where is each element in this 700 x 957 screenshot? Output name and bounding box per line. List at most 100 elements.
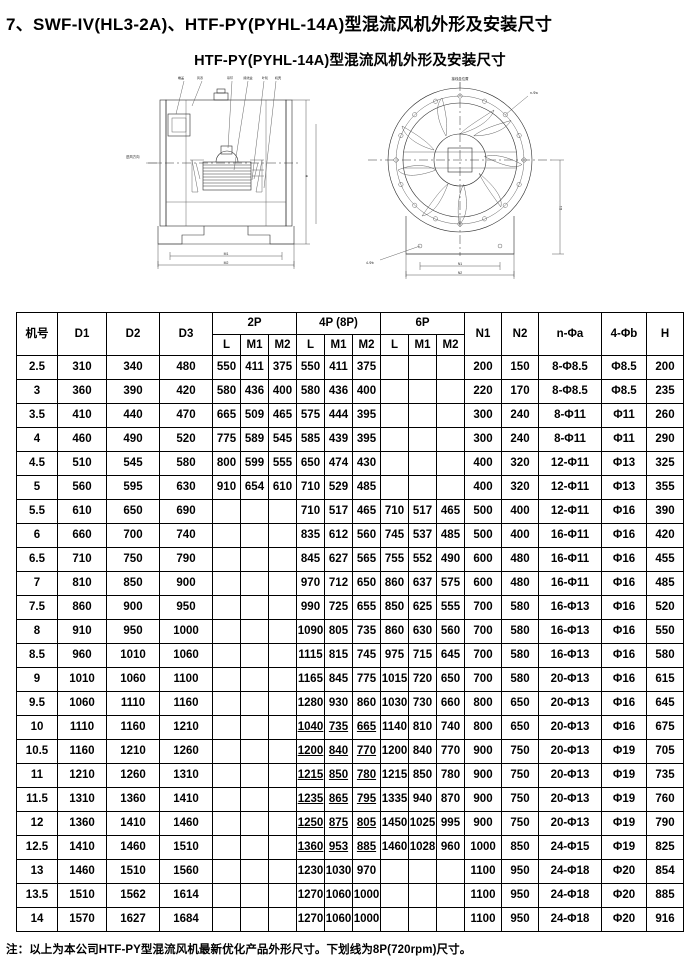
cell-d3: 790 <box>159 547 213 572</box>
col-2p-l: L <box>212 334 241 356</box>
cell-6p-l <box>380 427 409 452</box>
cell-6p-m1: 730 <box>408 691 437 716</box>
cell-model: 14 <box>16 907 58 932</box>
cell-4p-m1: 1030 <box>324 859 353 884</box>
cell-n1: 1000 <box>464 835 502 860</box>
cell-2p-m2 <box>268 859 297 884</box>
cell-2p-l <box>212 547 241 572</box>
cell-4-phi-b: Φ16 <box>601 595 647 620</box>
cell-2p-m1 <box>240 739 269 764</box>
col-6p-m2: M2 <box>436 334 465 356</box>
cell-6p-m1: 840 <box>408 739 437 764</box>
cell-4p-l: 1090 <box>296 619 325 644</box>
cell-6p-m1: 625 <box>408 595 437 620</box>
cell-2p-l <box>212 739 241 764</box>
cell-4-phi-b: Φ11 <box>601 403 647 428</box>
cell-2p-l: 775 <box>212 427 241 452</box>
cell-d2: 595 <box>106 475 160 500</box>
cell-n2: 750 <box>501 739 539 764</box>
cell-4p-m1: 444 <box>324 403 353 428</box>
cell-d3: 1160 <box>159 691 213 716</box>
cell-6p-l: 1015 <box>380 667 409 692</box>
cell-6p-l: 1450 <box>380 811 409 836</box>
cell-6p-l: 710 <box>380 499 409 524</box>
table-row: 3.5 410 440 470 665 509 465 575 444 395 300 240 8-Φ1… <box>16 403 684 428</box>
cell-n2: 750 <box>501 787 539 812</box>
cell-d2: 440 <box>106 403 160 428</box>
cell-6p-l: 860 <box>380 571 409 596</box>
cell-model: 7 <box>16 571 58 596</box>
cell-d1: 810 <box>57 571 107 596</box>
cell-6p-m1 <box>408 379 437 404</box>
cell-n-phi-a: 20-Φ13 <box>538 811 602 836</box>
cell-d3: 740 <box>159 523 213 548</box>
cell-4-phi-b: Φ16 <box>601 667 647 692</box>
cell-4p-m2: 665 <box>352 715 381 740</box>
cell-d1: 1310 <box>57 787 107 812</box>
cell-6p-m2 <box>436 883 465 908</box>
cell-4p-m1: 627 <box>324 547 353 572</box>
table-row: 4 460 490 520 775 589 545 585 439 395 300 240 8-Φ11 Φ… <box>16 427 684 452</box>
cell-2p-m2 <box>268 619 297 644</box>
cell-4-phi-b: Φ16 <box>601 499 647 524</box>
cell-6p-m2: 660 <box>436 691 465 716</box>
cell-d1: 910 <box>57 619 107 644</box>
cell-4p-l: 650 <box>296 451 325 476</box>
table-row: 3 360 390 420 580 436 400 580 436 400 220 170 8-Φ8.5… <box>16 379 684 404</box>
cell-6p-m2 <box>436 907 465 932</box>
cell-h: 885 <box>646 883 684 908</box>
cell-n2: 170 <box>501 379 539 404</box>
table-row: 4.5 510 545 580 800 599 555 650 474 430 400 320 12-Φ… <box>16 451 684 476</box>
cell-4p-m2: 885 <box>352 835 381 860</box>
cell-2p-m2 <box>268 499 297 524</box>
cell-6p-m1: 1028 <box>408 835 437 860</box>
cell-4p-m2: 735 <box>352 619 381 644</box>
table-row: 6.5 710 750 790 845 627 565 755 552 490 600 480 16-Φ… <box>16 547 684 572</box>
cell-4p-m2: 395 <box>352 427 381 452</box>
cell-6p-l: 1335 <box>380 787 409 812</box>
cell-d3: 1410 <box>159 787 213 812</box>
cell-d2: 390 <box>106 379 160 404</box>
cell-n2: 850 <box>501 835 539 860</box>
table-row: 10 1110 1160 1210 1040 735 665 1140 810 740 800 650… <box>16 715 684 740</box>
cell-6p-l: 745 <box>380 523 409 548</box>
cell-d2: 1460 <box>106 835 160 860</box>
cell-2p-l <box>212 619 241 644</box>
cell-4p-m2: 400 <box>352 379 381 404</box>
cell-6p-l: 1460 <box>380 835 409 860</box>
cell-n2: 150 <box>501 355 539 380</box>
cell-model: 11 <box>16 763 58 788</box>
cell-d2: 1110 <box>106 691 160 716</box>
cell-2p-m1 <box>240 667 269 692</box>
cell-n2: 240 <box>501 427 539 452</box>
cell-d3: 1510 <box>159 835 213 860</box>
cell-d1: 310 <box>57 355 107 380</box>
cell-n2: 240 <box>501 403 539 428</box>
cell-2p-m1 <box>240 811 269 836</box>
dimensions-table: 机号 D1 D2 D3 2P 4P (8P) 6P N1 N2 n-Φa 4-Φ… <box>16 312 684 932</box>
cell-d3: 1000 <box>159 619 213 644</box>
cell-n-phi-a: 24-Φ18 <box>538 883 602 908</box>
cell-6p-l <box>380 883 409 908</box>
cell-n-phi-a: 12-Φ11 <box>538 499 602 524</box>
cell-6p-m1: 720 <box>408 667 437 692</box>
cell-d1: 1060 <box>57 691 107 716</box>
cell-d1: 410 <box>57 403 107 428</box>
cell-2p-l <box>212 835 241 860</box>
cell-2p-l <box>212 643 241 668</box>
table-row: 12 1360 1410 1460 1250 875 805 1450 1025 995 900 75… <box>16 811 684 836</box>
cell-4-phi-b: Φ19 <box>601 739 647 764</box>
cell-d3: 1100 <box>159 667 213 692</box>
cell-n1: 400 <box>464 451 502 476</box>
cell-6p-m2: 555 <box>436 595 465 620</box>
technical-drawing: 端盖 风罩 吊环 接线盒 叶轮 机壳 进风方向 H M1 M2 <box>0 76 700 298</box>
cell-4p-m1: 436 <box>324 379 353 404</box>
table-row: 7 810 850 900 970 712 650 860 637 575 600 480 16-Φ11… <box>16 571 684 596</box>
cell-4p-l: 1280 <box>296 691 325 716</box>
svg-text:端盖: 端盖 <box>178 76 184 80</box>
cell-4p-l: 710 <box>296 475 325 500</box>
cell-h: 735 <box>646 763 684 788</box>
cell-2p-m1 <box>240 763 269 788</box>
table-row: 13 1460 1510 1560 1230 1030 970 1100 950 24-Φ18 Φ2… <box>16 859 684 884</box>
cell-d3: 1060 <box>159 643 213 668</box>
